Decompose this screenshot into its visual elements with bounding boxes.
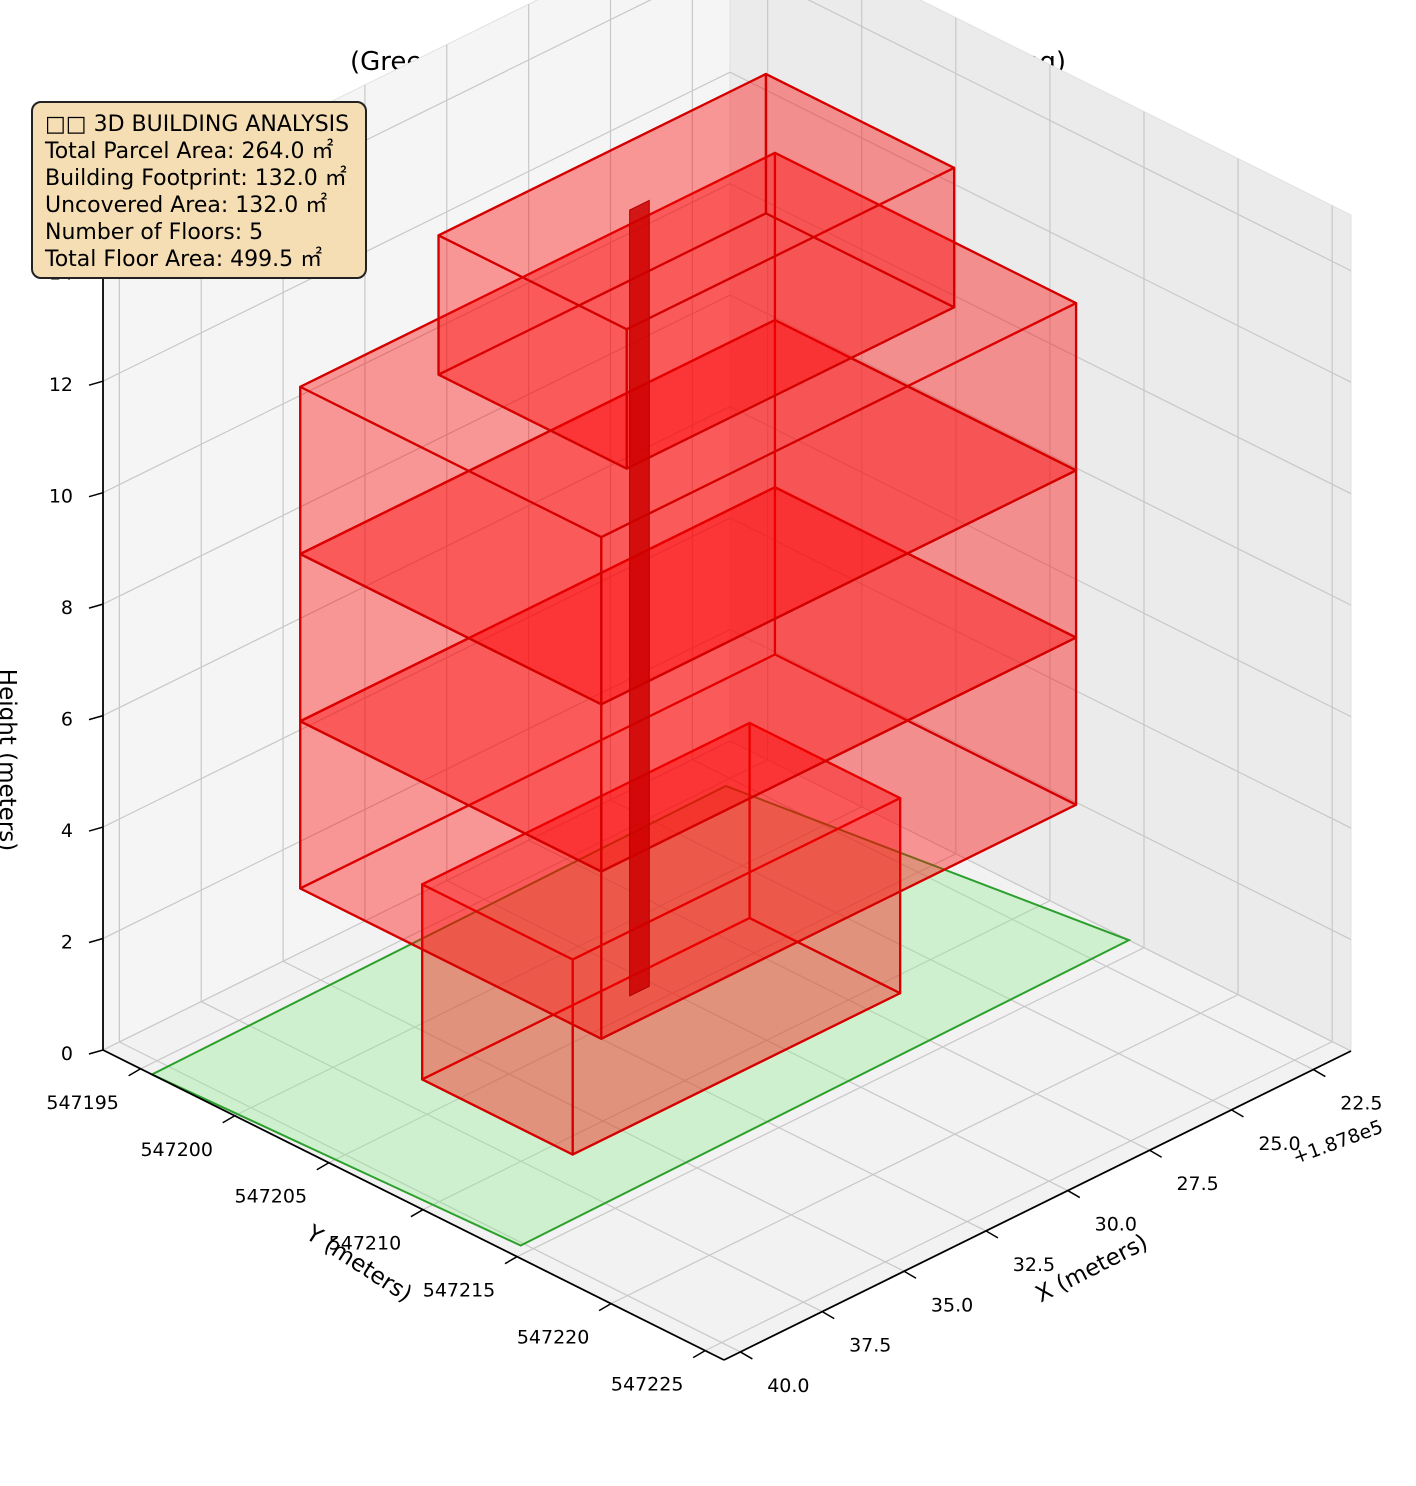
grid-line-z (102, 294, 1352, 606)
y-tick (598, 1302, 612, 1312)
y-tick-label: 547225 (611, 1374, 684, 1396)
x-offset-label: +1.878e5 (1290, 1116, 1386, 1169)
y-tick-label: 547200 (140, 1139, 213, 1161)
y-tick (222, 1115, 236, 1124)
info-total-floor-area: Total Floor Area: 499.5 ㎡ (45, 247, 323, 272)
grid-lines (102, 0, 1352, 1353)
info-building-footprint: Building Footprint: 132.0 ㎡ (45, 166, 347, 191)
z-tick (88, 937, 104, 944)
y-tick (692, 1349, 706, 1359)
x-tick-label: 35.0 (931, 1294, 973, 1316)
building-floor-4-face (773, 151, 1078, 472)
z-tick (88, 826, 104, 832)
grid-line-z (102, 628, 1352, 941)
z-tick-label: 2 (61, 932, 73, 954)
y-tick-label: 547220 (517, 1327, 590, 1349)
y-axis-line (102, 1049, 725, 1361)
z-tick (88, 380, 104, 386)
building-floor-5-face (764, 72, 956, 309)
grid-line-z (102, 182, 1352, 495)
y-tick-label: 547195 (46, 1092, 119, 1114)
parcel-platform (149, 784, 1132, 1247)
x-tick-label: 40.0 (767, 1375, 809, 1397)
tick-labels: 22.5 25.0 27.5 30.0 32.5 35.0 37.5 40.0 547195 54… (46, 263, 1382, 1397)
x-tick-label: 32.5 (1013, 1254, 1055, 1276)
y-tick (128, 1068, 142, 1077)
x-tick (1149, 1149, 1163, 1158)
z-tick-label: 6 (61, 709, 73, 731)
z-axis-label: Height (meters) (0, 669, 20, 851)
y-tick (410, 1209, 424, 1218)
z-tick-label: 12 (49, 374, 73, 396)
x-tick-label: 22.5 (1340, 1093, 1382, 1115)
building-floor-4 (299, 151, 1078, 706)
x-tick-label: 30.0 (1095, 1214, 1137, 1236)
building-floor-3 (299, 318, 1078, 873)
x-tick (985, 1230, 999, 1239)
x-tick-label: 37.5 (849, 1335, 891, 1357)
x-tick (1231, 1109, 1244, 1118)
x-tick (821, 1310, 835, 1320)
z-tick (88, 714, 104, 721)
x-tick (1312, 1068, 1326, 1078)
y-tick (316, 1162, 330, 1171)
x-tick (1067, 1189, 1081, 1199)
info-parcel-area: Total Parcel Area: 264.0 ㎡ (45, 139, 334, 164)
z-tick-label: 10 (49, 486, 73, 508)
y-tick-label: 547215 (423, 1280, 496, 1302)
building-ground-floor-face (748, 721, 902, 995)
info-box-title: □□ 3D BUILDING ANALYSIS (45, 112, 350, 137)
analysis-info-box: □□ 3D BUILDING ANALYSIS Total Parcel Are… (31, 101, 367, 279)
x-axis-line (723, 1050, 1352, 1361)
building-floor-2 (299, 486, 1078, 1040)
axis-lines (102, 214, 1352, 1361)
z-tick (88, 1049, 104, 1055)
x-tick-label: 27.5 (1176, 1173, 1218, 1195)
grid-line-z (102, 405, 1352, 718)
building-floor-5-face (437, 234, 628, 470)
z-tick-label: 4 (61, 820, 73, 842)
y-tick-label: 547210 (329, 1233, 402, 1255)
building-volume (299, 72, 1078, 1156)
building-core-shaft (629, 199, 650, 997)
y-tick-label: 547205 (235, 1186, 308, 1208)
grid-line-z (102, 517, 1352, 829)
x-tick (739, 1351, 753, 1360)
y-tick (504, 1256, 518, 1265)
z-tick-label: 0 (61, 1043, 73, 1065)
x-tick-label: 25.0 (1258, 1133, 1300, 1155)
x-tick (903, 1270, 917, 1279)
parcel-polygon (149, 784, 1132, 1247)
info-uncovered-area: Uncovered Area: 132.0 ㎡ (45, 193, 328, 218)
building-floor-5 (437, 72, 956, 470)
z-tick (88, 491, 104, 498)
z-tick-label: 8 (61, 597, 73, 619)
building-floor-4-face (299, 385, 603, 706)
grid-line-z (102, 740, 1352, 1052)
z-tick (88, 603, 104, 609)
info-floor-count: Number of Floors: 5 (45, 220, 264, 245)
